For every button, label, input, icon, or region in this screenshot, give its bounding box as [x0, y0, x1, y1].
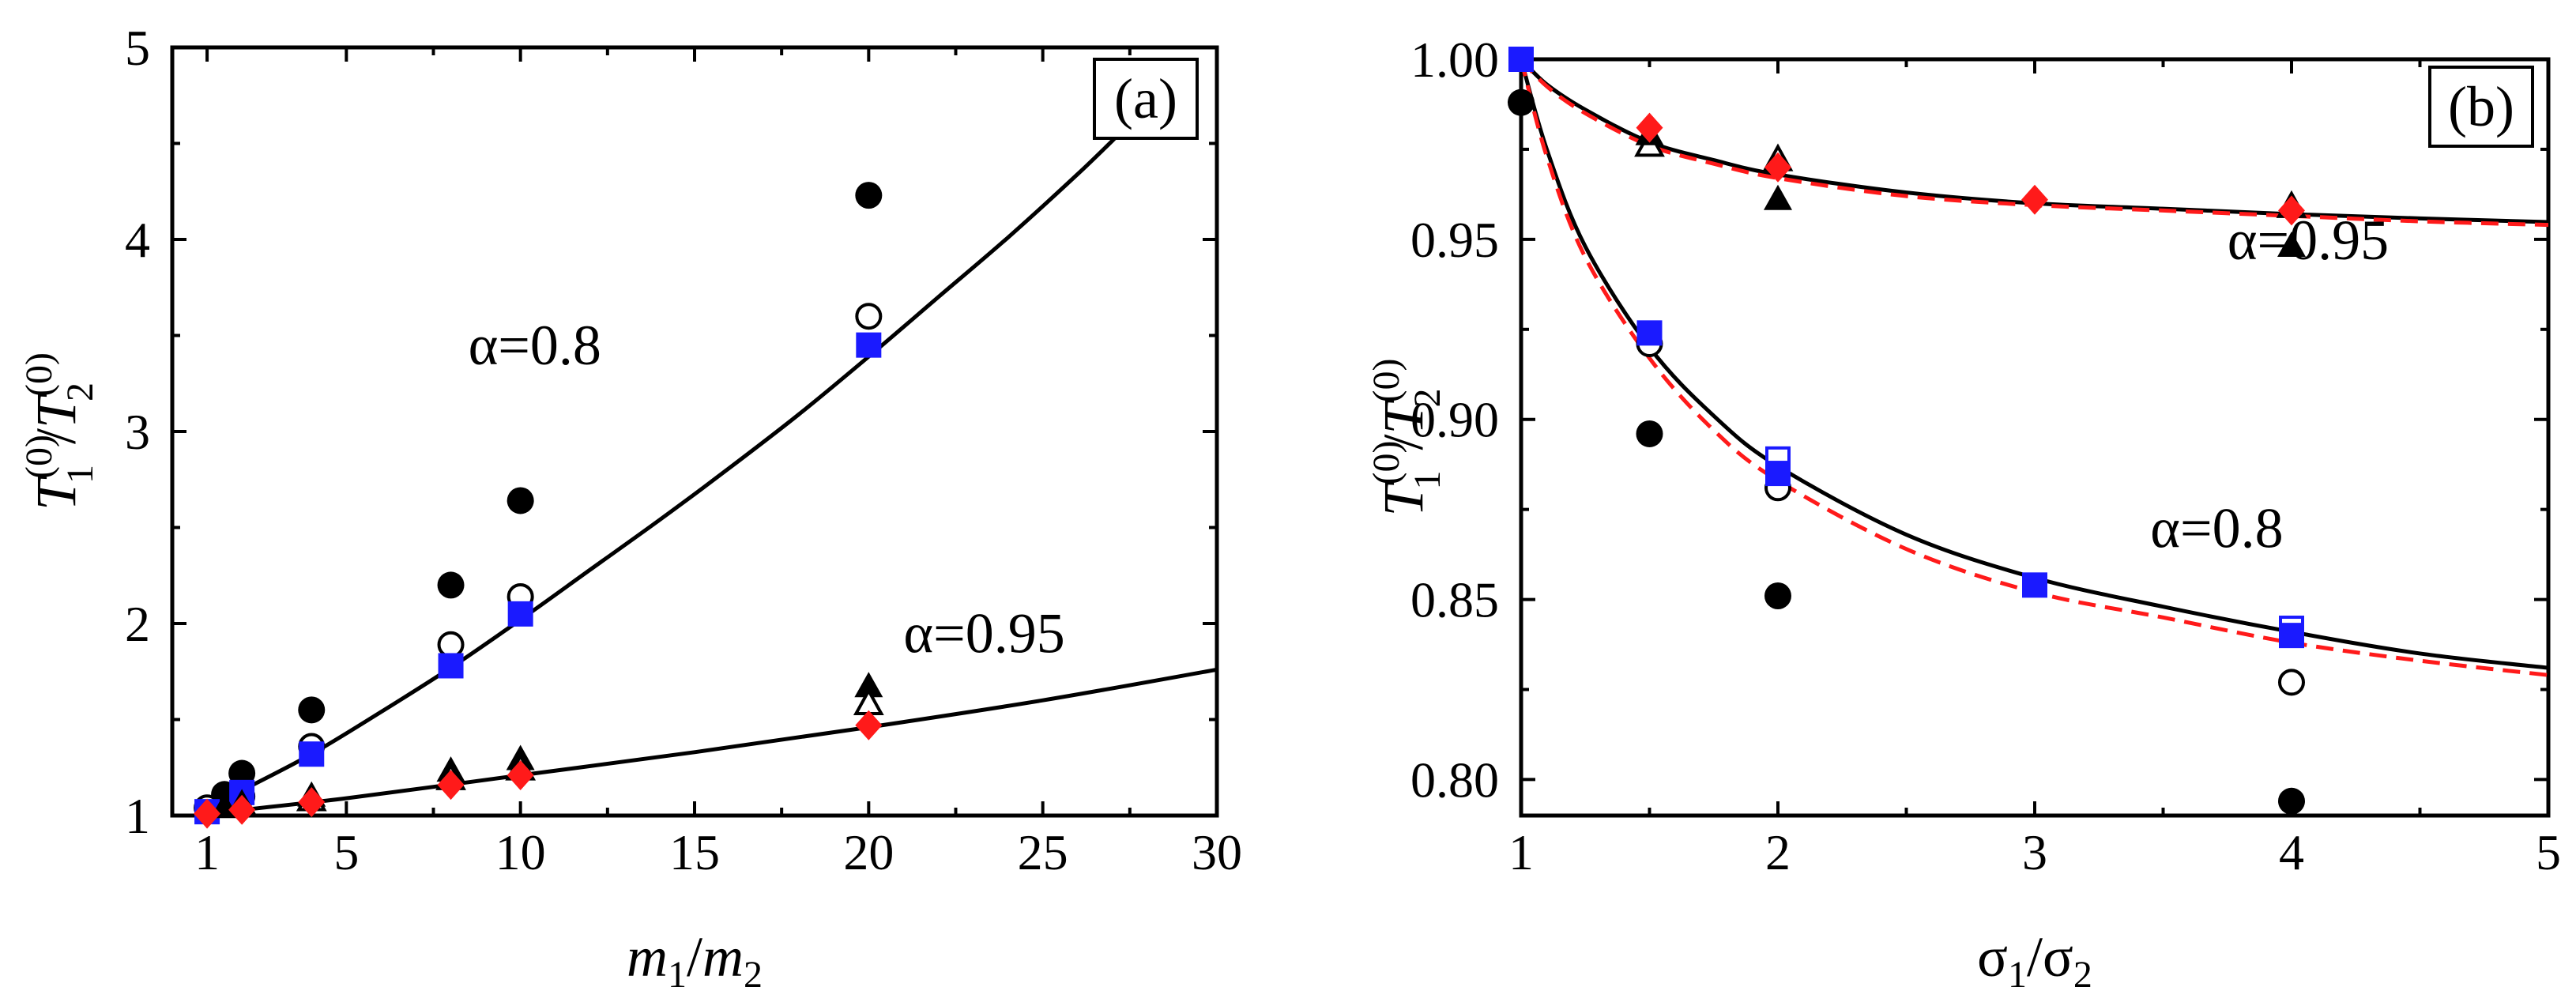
marker-circle-open — [2278, 669, 2305, 696]
x-axis-label: σ1/σ2 — [1977, 925, 2092, 996]
x-tick-label: 5 — [333, 824, 359, 880]
marker-diamond-filled — [437, 770, 465, 801]
curve-theory-0-95 — [206, 667, 1217, 816]
marker-square-filled — [2279, 623, 2304, 649]
marker-diamond-filled — [1636, 112, 1663, 143]
marker-triangle-filled — [854, 672, 883, 698]
marker-square-filled — [438, 653, 464, 679]
marker-circle-filled — [437, 571, 465, 599]
svg-text:T(0)1/T(0)2: T(0)1/T(0)2 — [18, 352, 101, 511]
marker-diamond-filled — [2021, 184, 2048, 215]
marker-diamond-filled — [2278, 195, 2305, 226]
curve-annotation: α=0.8 — [469, 314, 601, 377]
x-tick-label: 30 — [1192, 824, 1242, 880]
y-tick-label: 4 — [125, 212, 150, 268]
svg-text:T(0)1/T(0)2: T(0)1/T(0)2 — [1365, 358, 1448, 516]
marker-triangle-filled — [2277, 231, 2306, 257]
y-tick-label: 0.95 — [1410, 212, 1499, 268]
x-tick-label: 20 — [843, 824, 894, 880]
marker-triangle-filled — [1764, 184, 1792, 210]
panel-a: 1 5 10 15 20 25 3012345α=0.8α=0.95(a)m1/m2T(0)… — [18, 20, 1242, 996]
y-tick-label: 5 — [125, 20, 150, 76]
marker-circle-filled — [1636, 420, 1663, 447]
y-tick-label: 0.90 — [1410, 392, 1499, 448]
curve-annotation: α=0.8 — [2150, 496, 2283, 560]
marker-square-filled — [856, 332, 882, 358]
panel-label-box — [2428, 66, 2534, 148]
y-tick-label: 3 — [125, 404, 150, 460]
marker-square-filled — [2022, 572, 2047, 598]
y-tick-label: 0.85 — [1410, 572, 1499, 628]
y-tick-label: 0.80 — [1410, 752, 1499, 808]
marker-circle-open — [855, 303, 883, 330]
marker-square-filled — [1636, 320, 1663, 346]
panel-label-box — [1093, 58, 1199, 140]
marker-diamond-filled — [507, 759, 534, 790]
marker-circle-filled — [298, 696, 326, 724]
x-axis-label: m1/m2 — [627, 925, 763, 996]
marker-diamond-filled — [298, 786, 326, 817]
y-axis-label: T(0)1/T(0)2 — [1365, 358, 1448, 516]
x-tick-label: 5 — [2536, 824, 2561, 880]
plot-frame — [1519, 57, 2551, 818]
x-tick-label: 1 — [1508, 824, 1534, 880]
y-axis-label: T(0)1/T(0)2 — [18, 352, 101, 511]
marker-circle-open — [437, 631, 465, 658]
marker-diamond-filled — [228, 794, 256, 825]
x-tick-label: 2 — [1765, 824, 1791, 880]
x-tick-label: 1 — [194, 824, 220, 880]
x-tick-label: 3 — [2022, 824, 2047, 880]
curve-annotation: α=0.95 — [2228, 209, 2389, 272]
curve-theory-0-95 — [1521, 59, 2548, 224]
marker-circle-filled — [2278, 787, 2305, 815]
curve-annotation: α=0.95 — [903, 601, 1064, 665]
marker-circle-filled — [855, 182, 883, 209]
panel-label: (b) — [2448, 75, 2514, 138]
marker-circle-filled — [1764, 582, 1791, 610]
x-tick-label: 25 — [1018, 824, 1068, 880]
panel-label: (a) — [1114, 67, 1177, 130]
x-tick-label: 4 — [2279, 824, 2304, 880]
curve-theory-0-8 — [205, 132, 1121, 812]
panel-b: 1 2 3 4 5 0.80 0.85 0.90 0.95 1.00 α=0.95 α=0.8 (b) σ… — [1365, 32, 2561, 996]
marker-circle-filled — [507, 487, 534, 514]
y-tick-label: 1.00 — [1410, 32, 1499, 88]
curve-theory-0-8 — [1521, 59, 2548, 670]
marker-circle-filled — [1508, 89, 1535, 116]
marker-diamond-filled — [855, 710, 883, 740]
marker-square-filled — [1508, 47, 1534, 72]
y-tick-label: 1 — [125, 788, 150, 844]
marker-square-filled — [1765, 461, 1791, 487]
plot-frame — [170, 45, 1219, 818]
marker-square-filled — [299, 741, 325, 767]
marker-diamond-filled — [194, 798, 221, 829]
marker-square-filled — [507, 601, 533, 627]
y-tick-label: 2 — [125, 596, 150, 652]
x-tick-label: 15 — [669, 824, 720, 880]
x-tick-label: 10 — [495, 824, 546, 880]
marker-diamond-filled — [1764, 152, 1791, 183]
